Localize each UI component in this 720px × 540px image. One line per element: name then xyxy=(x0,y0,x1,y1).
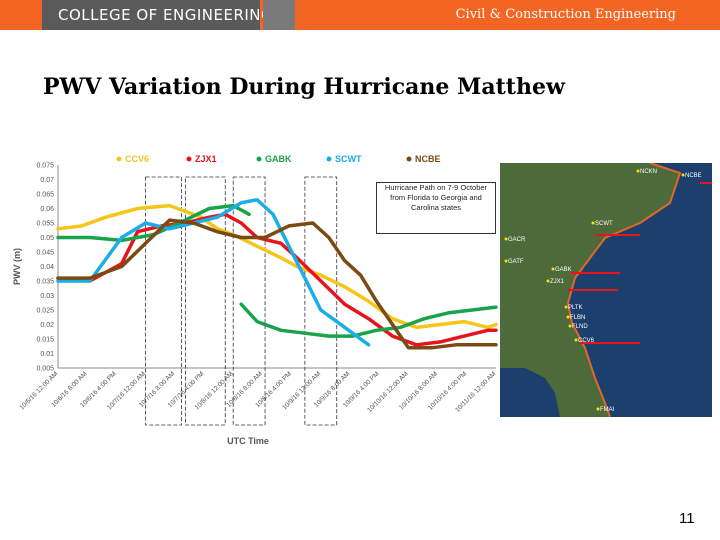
y-tick-label: 0.025 xyxy=(36,308,54,315)
station-label: PLTK xyxy=(568,305,583,311)
pwv-line-chart: 0.075 0.07 0.065 0.06 0.055 0.05 0.045 0.04 0.03… xyxy=(12,154,498,446)
y-tick-label: 0.01 xyxy=(40,351,54,358)
station-label: FMAI xyxy=(600,407,615,413)
station-dot xyxy=(546,279,550,283)
station-label: GACR xyxy=(508,237,526,243)
y-tick-label: 0.05 xyxy=(40,235,54,242)
hurricane-window-box xyxy=(304,176,338,426)
station-label: FLND xyxy=(572,324,588,330)
y-tick-label: 0.045 xyxy=(36,250,54,257)
y-tick-label: 0.03 xyxy=(40,293,54,300)
station-label: FLBN xyxy=(570,315,585,321)
college-logo-text: COLLEGE OF ENGINEERING xyxy=(58,6,274,24)
slide-title: PWV Variation During Hurricane Matthew xyxy=(43,74,565,100)
legend-label-gabk: GABK xyxy=(265,154,292,164)
station-label: NCKN xyxy=(640,169,657,175)
y-tick-label: 0.015 xyxy=(36,337,54,344)
legend-label-zjx1: ZJX1 xyxy=(195,154,217,164)
legend-label-ccv6: CCV6 xyxy=(125,154,149,164)
y-tick-label: 0.02 xyxy=(40,322,54,329)
hurricane-path-annotation: Hurricane Path on 7-9 October from Flori… xyxy=(376,182,496,234)
station-dot xyxy=(681,173,685,177)
legend-marker-ccv6 xyxy=(116,156,122,162)
landmass xyxy=(500,163,680,417)
page-number: 11 xyxy=(679,510,695,527)
y-tick-label: 0.055 xyxy=(36,221,54,228)
station-dot xyxy=(566,315,570,319)
header-accent-square xyxy=(263,0,295,30)
hurricane-window-box xyxy=(232,176,266,426)
legend-label-ncbe: NCBE xyxy=(415,154,441,164)
y-tick-label: 0.07 xyxy=(40,177,54,184)
y-tick-label: 0.035 xyxy=(36,279,54,286)
department-name: Civil & Construction Engineering xyxy=(455,7,676,22)
legend-marker-ncbe xyxy=(406,156,412,162)
y-tick-label: 0.075 xyxy=(36,163,54,170)
station-labels: NCKN NCBE SCWT GACR GATF GABK ZJX1 PLTK FLBN FLND… xyxy=(504,169,702,413)
station-dot xyxy=(596,407,600,411)
hurricane-track xyxy=(566,163,682,417)
station-label: CCV6 xyxy=(578,338,595,344)
series-line-zjx1 xyxy=(56,212,498,347)
station-label: NCBE xyxy=(685,173,702,179)
y-tick-label: 0.06 xyxy=(40,206,54,213)
series-line-ncbe xyxy=(56,218,498,350)
station-dot xyxy=(591,221,595,225)
station-label: GATF xyxy=(508,259,524,265)
legend-label-scwt: SCWT xyxy=(335,154,362,164)
station-dot xyxy=(568,324,572,328)
x-axis-label: UTC Time xyxy=(227,436,269,446)
series-line-gabk xyxy=(239,302,498,338)
satellite-map: NCKN NCBE SCWT GACR GATF GABK ZJX1 PLTK FLBN FLND… xyxy=(500,163,712,417)
station-dot xyxy=(574,338,578,342)
station-label: GABK xyxy=(555,267,572,273)
station-dot xyxy=(504,237,508,241)
station-dot xyxy=(504,259,508,263)
station-label: SCWT xyxy=(595,221,613,227)
y-tick-label: 0.04 xyxy=(40,264,54,271)
header-banner: COLLEGE OF ENGINEERING Civil & Construct… xyxy=(0,0,720,30)
y-tick-label: 0.065 xyxy=(36,192,54,199)
station-dot xyxy=(564,305,568,309)
legend-marker-zjx1 xyxy=(186,156,192,162)
series-line-scwt xyxy=(56,198,371,347)
hurricane-window-box xyxy=(185,176,226,426)
legend-marker-scwt xyxy=(326,156,332,162)
hurricane-window-box xyxy=(145,176,182,426)
legend-marker-gabk xyxy=(256,156,262,162)
y-tick-label: 0.005 xyxy=(36,366,54,373)
y-axis-label: PWV (m) xyxy=(12,248,22,285)
station-label: ZJX1 xyxy=(550,279,565,285)
college-logo-box xyxy=(42,0,260,30)
station-dot xyxy=(551,267,555,271)
series-line-ccv6 xyxy=(56,203,498,330)
station-dot xyxy=(636,169,640,173)
